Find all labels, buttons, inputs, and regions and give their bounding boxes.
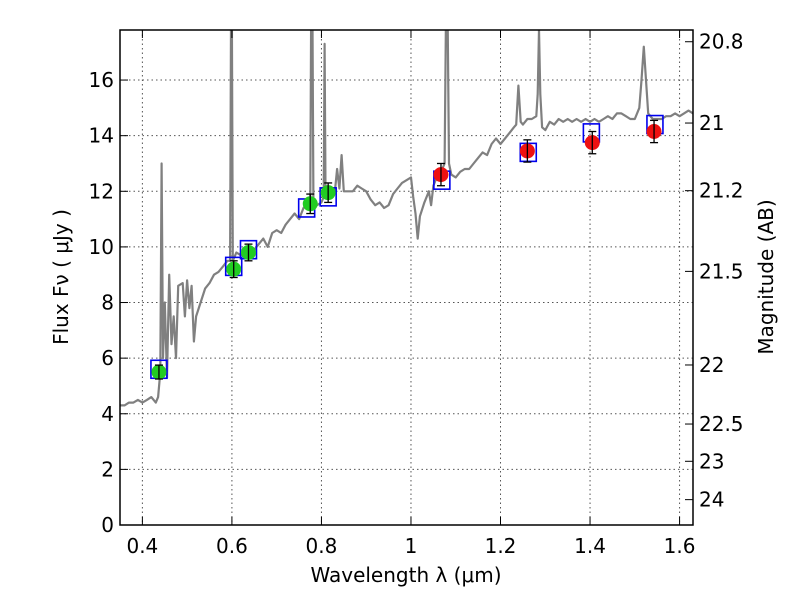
- x-axis-title: Wavelength λ (μm): [310, 563, 501, 587]
- y-tick-label: 10: [89, 235, 114, 259]
- y-tick-label: 6: [101, 346, 114, 370]
- y2-tick-label: 22.5: [699, 412, 744, 436]
- y2-tick-label: 24: [699, 488, 724, 512]
- x-tick-label: 1: [405, 534, 418, 558]
- y2-axis-title: Magnitude (AB): [754, 199, 778, 354]
- x-tick-label: 1.2: [485, 534, 517, 558]
- x-tick-label: 1.4: [574, 534, 606, 558]
- y2-tick-label: 23: [699, 449, 724, 473]
- x-tick-label: 0.4: [126, 534, 158, 558]
- plot-area: [120, 30, 693, 407]
- y-tick-label: 16: [89, 68, 114, 92]
- y-tick-label: 8: [101, 291, 114, 315]
- y-tick-label: 2: [101, 457, 114, 481]
- y2-tick-label: 20.8: [699, 30, 744, 54]
- y-tick-label: 4: [101, 402, 114, 426]
- model-spectrum-line: [120, 30, 693, 407]
- axis-ticks: 0.4 0.6 0.8 1 1.2 1.4 1.6024681012141620.82121…: [89, 30, 744, 558]
- x-tick-label: 1.6: [664, 534, 696, 558]
- grid: [120, 30, 693, 526]
- y-tick-label: 12: [89, 179, 114, 203]
- y-tick-label: 14: [89, 124, 114, 148]
- y2-tick-label: 21: [699, 111, 724, 135]
- plot-frame: [119, 29, 694, 526]
- x-tick-label: 0.8: [306, 534, 338, 558]
- y2-tick-label: 22: [699, 353, 724, 377]
- y-axis-title: Flux Fν ( μJy ): [49, 209, 73, 345]
- x-tick-label: 0.6: [216, 534, 248, 558]
- y-tick-label: 0: [101, 513, 114, 537]
- y2-tick-label: 21.5: [699, 259, 744, 283]
- y2-tick-label: 21.2: [699, 179, 744, 203]
